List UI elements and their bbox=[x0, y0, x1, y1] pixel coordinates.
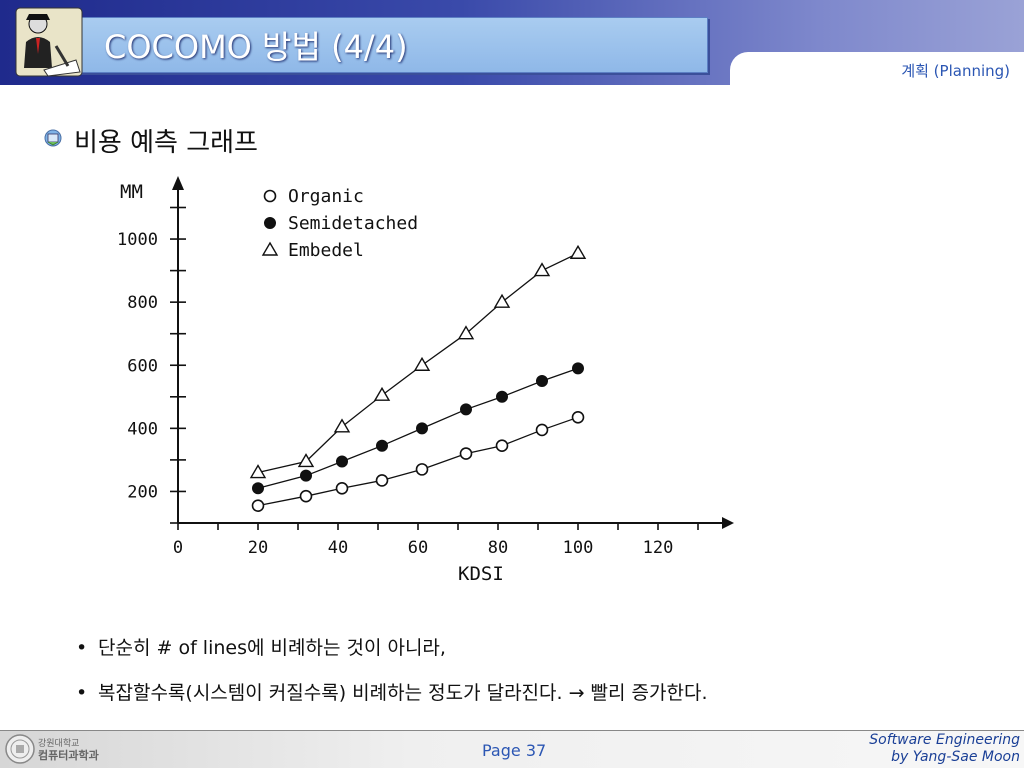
organic-point bbox=[375, 474, 389, 487]
y-tick-label: 1000 bbox=[117, 230, 158, 250]
series-line-embedel bbox=[257, 252, 579, 474]
legend-marker-embedel bbox=[261, 241, 279, 256]
legend-label-organic: Organic bbox=[288, 186, 364, 207]
section-tab-label: 계획 (Planning) bbox=[901, 62, 1010, 80]
semidetached-point bbox=[496, 390, 508, 403]
organic-point bbox=[335, 481, 349, 495]
credit: Software Engineering by Yang-Sae Moon bbox=[869, 732, 1020, 766]
semidetached-point bbox=[460, 403, 472, 416]
x-axis-label: KDSI bbox=[458, 563, 504, 585]
semidetached-point bbox=[376, 439, 388, 452]
cocomo-chart: 0 20 40 60 80 100 120 200 400 600 800 1000 Organic S… bbox=[117, 176, 734, 585]
university-name: 강원대학교 컴퓨터과학과 bbox=[38, 738, 99, 762]
footer-bar bbox=[0, 731, 1024, 768]
x-tick-label: 80 bbox=[488, 538, 508, 558]
bullet-text-1: 단순히 # of lines에 비례하는 것이 아니라, bbox=[98, 637, 446, 659]
legend-marker-organic bbox=[263, 189, 277, 203]
section-tab bbox=[730, 52, 1024, 86]
semidetached-point bbox=[536, 375, 548, 388]
bullet-list: • 단순히 # of lines에 비례하는 것이 아니라, • 복잡할수록(시스템… bbox=[76, 626, 708, 716]
univ-line-2: 컴퓨터과학과 bbox=[38, 749, 99, 762]
organic-point bbox=[535, 423, 549, 437]
x-tick-label: 20 bbox=[248, 538, 268, 558]
legend-label-embedel: Embedel bbox=[288, 240, 364, 261]
semidetached-point bbox=[300, 469, 312, 482]
embedel-point bbox=[457, 325, 475, 340]
x-axis-arrow bbox=[722, 517, 734, 529]
organic-point bbox=[571, 411, 585, 424]
organic-point bbox=[415, 463, 429, 476]
organic-point bbox=[299, 489, 313, 503]
x-tick-label: 0 bbox=[173, 538, 183, 558]
embedel-point bbox=[297, 453, 315, 468]
semidetached-point bbox=[416, 422, 428, 435]
legend-marker-semidetached bbox=[264, 217, 276, 229]
credit-line-2: by Yang-Sae Moon bbox=[891, 749, 1020, 765]
y-tick-label: 400 bbox=[127, 419, 158, 439]
writer-icon bbox=[15, 7, 83, 77]
x-tick-label: 120 bbox=[643, 538, 674, 558]
list-item: • 단순히 # of lines에 비례하는 것이 아니라, bbox=[76, 637, 446, 659]
series-markers bbox=[249, 244, 587, 512]
slide-heading: 비용 예측 그래프 bbox=[74, 128, 258, 158]
slide-title: COCOMO 방법 (4/4) bbox=[104, 28, 408, 66]
organic-point bbox=[495, 439, 509, 453]
credit-line-1: Software Engineering bbox=[869, 732, 1020, 748]
list-item: • 복잡할수록(시스템이 커질수록) 비례하는 정도가 달라진다. → 빨리 증가… bbox=[76, 682, 708, 704]
y-tick-label: 200 bbox=[127, 482, 158, 502]
x-tick-label: 40 bbox=[328, 538, 348, 558]
univ-line-1: 강원대학교 bbox=[38, 739, 80, 749]
title-box bbox=[58, 17, 708, 73]
bullet-text-2: 복잡할수록(시스템이 커질수록) 비례하는 정도가 달라진다. → 빨리 증가한… bbox=[98, 682, 708, 704]
embedel-point bbox=[333, 418, 351, 433]
embedel-point bbox=[493, 293, 511, 308]
y-axis-label: MM bbox=[120, 181, 143, 203]
embedel-point bbox=[373, 386, 391, 401]
embedel-point bbox=[413, 356, 431, 371]
organic-point bbox=[251, 499, 265, 512]
footer-divider bbox=[0, 730, 1024, 731]
y-axis-arrow bbox=[172, 176, 184, 190]
page-number: Page 37 bbox=[482, 741, 547, 760]
semidetached-point bbox=[336, 455, 348, 468]
chart-ticks: 0 20 40 60 80 100 120 200 400 600 800 1000 bbox=[117, 206, 699, 558]
university-seal-icon bbox=[5, 734, 35, 764]
y-tick-label: 800 bbox=[127, 293, 158, 313]
legend-label-semidetached: Semidetached bbox=[288, 213, 418, 234]
chart-legend: Organic Semidetached Embedel bbox=[261, 186, 418, 261]
semidetached-point bbox=[252, 482, 264, 495]
y-tick-label: 600 bbox=[127, 356, 158, 376]
organic-point bbox=[459, 447, 473, 460]
embedel-point bbox=[569, 244, 587, 259]
semidetached-point bbox=[572, 362, 584, 375]
x-tick-label: 100 bbox=[563, 538, 594, 558]
embedel-point bbox=[249, 464, 267, 479]
embedel-point bbox=[533, 262, 551, 277]
x-tick-label: 60 bbox=[408, 538, 428, 558]
emblem-bullet-icon bbox=[44, 129, 62, 147]
